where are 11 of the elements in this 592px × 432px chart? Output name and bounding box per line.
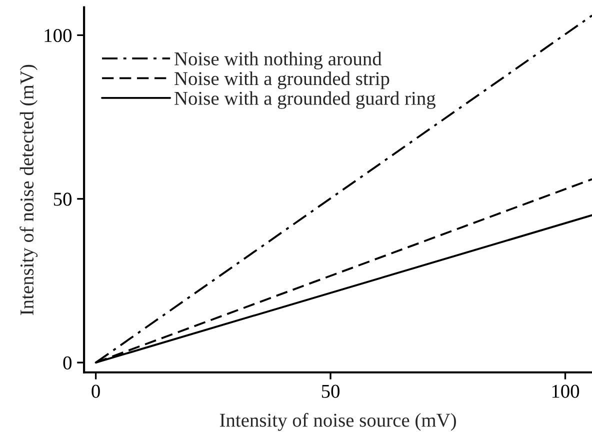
y-tick-label: 100 [44,28,72,42]
legend-label: Noise with a grounded strip [174,71,390,90]
x-tick-label: 50 [322,384,340,398]
legend-label: Noise with nothing around [174,52,382,70]
y-tick-label: 50 [54,192,72,206]
x-tick-label: 0 [92,384,100,398]
x-tick-label: 100 [552,384,580,398]
legend-label: Noise with a grounded guard ring [174,91,436,109]
y-axis-title: Intensity of noise detected (mV) [20,64,38,315]
x-axis-title: Intensity of noise source (mV) [220,412,456,431]
y-tick-label: 0 [63,356,72,370]
